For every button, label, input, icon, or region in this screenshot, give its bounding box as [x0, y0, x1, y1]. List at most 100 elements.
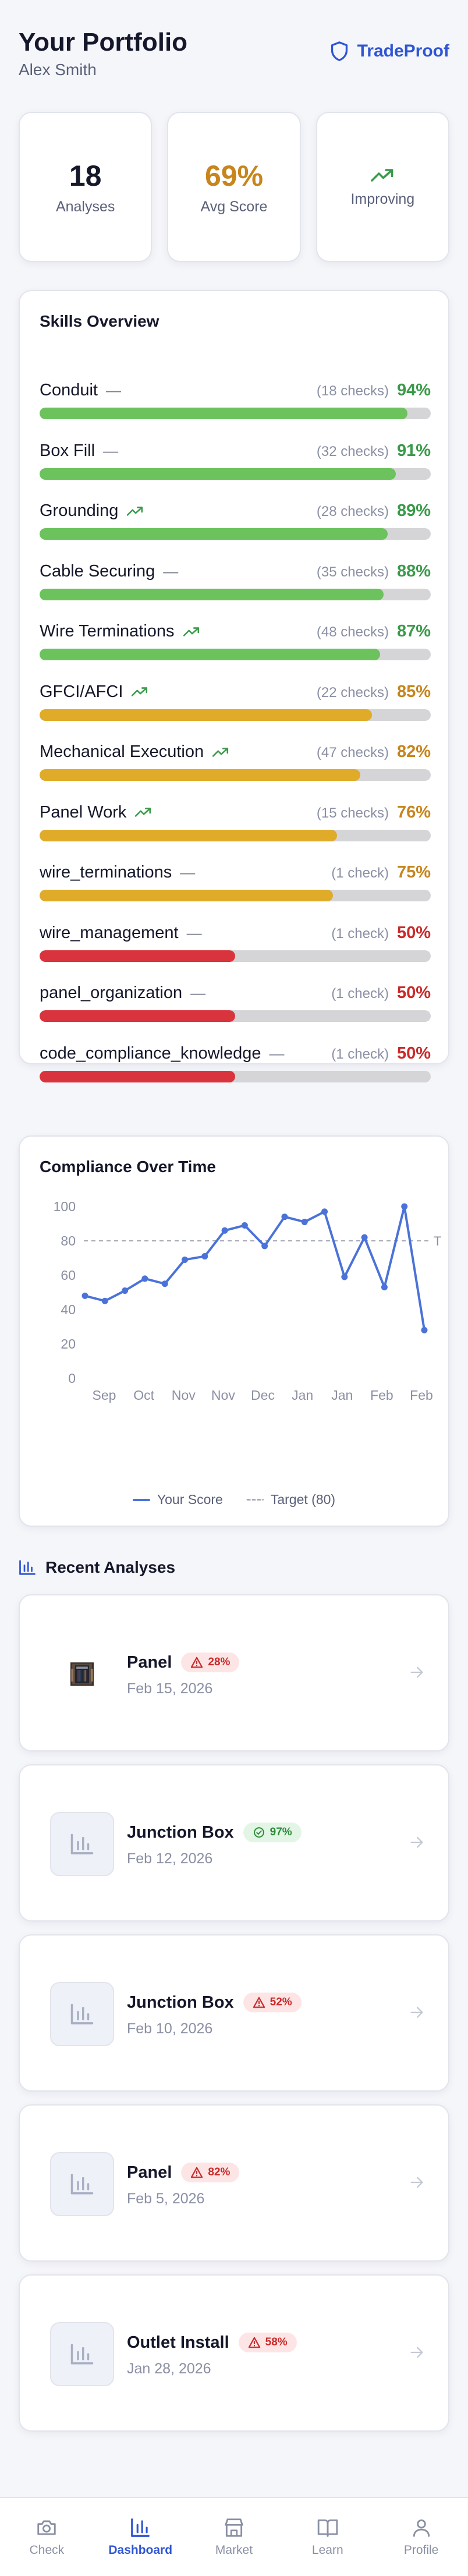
skill-label: wire_terminations	[40, 863, 172, 882]
skill-row[interactable]: Panel Work (15 checks) 76%	[40, 803, 431, 846]
score-badge: 52%	[243, 1993, 302, 2012]
skill-checks: (15 checks)	[316, 805, 389, 821]
skill-name: Panel Work	[40, 803, 152, 822]
skill-checks: (1 check)	[331, 1046, 389, 1062]
data-point	[141, 1275, 148, 1282]
stat-value: 69%	[204, 159, 264, 192]
skill-stats: (18 checks) 94%	[317, 381, 431, 400]
skill-row[interactable]: wire_terminations — (1 check) 75%	[40, 863, 431, 906]
skill-stats: (1 check) 75%	[331, 863, 431, 882]
skill-progress-bar	[40, 408, 431, 419]
nav-check[interactable]: Check	[0, 2498, 94, 2576]
compliance-chart[interactable]: 0 20 40 60 80 100 Sep Oct Nov Nov Dec Jan Jan Feb Feb T	[20, 1183, 448, 1486]
nav-label: Learn	[311, 2543, 343, 2557]
skill-progress-bar	[40, 1070, 431, 1082]
skill-row[interactable]: Grounding (28 checks) 89%	[40, 501, 431, 544]
data-point	[241, 1222, 248, 1229]
nav-learn[interactable]: Learn	[281, 2498, 374, 2576]
skill-percent: 76%	[396, 802, 431, 822]
nav-market[interactable]: Market	[187, 2498, 281, 2576]
y-tick-label: 60	[61, 1268, 76, 1283]
legend-swatch	[246, 1499, 264, 1501]
skill-percent: 50%	[396, 1043, 431, 1063]
analysis-thumbnail	[50, 2322, 114, 2386]
skill-checks: (18 checks)	[316, 383, 389, 399]
y-tick-label: 100	[54, 1199, 76, 1214]
analysis-date: Feb 12, 2026	[127, 1850, 213, 1867]
legend-label: Your Score	[157, 1492, 223, 1507]
score-badge: 82%	[181, 2163, 240, 2182]
trending-up-icon	[183, 626, 200, 638]
legend-item-target: Target (80)	[246, 1492, 335, 1508]
skill-checks: (28 checks)	[316, 504, 389, 519]
data-point	[421, 1326, 428, 1333]
page-title: Your Portfolio	[19, 28, 188, 56]
skill-row[interactable]: Wire Terminations (48 checks) 87%	[40, 622, 431, 665]
skill-row[interactable]: Conduit — (18 checks) 94%	[40, 381, 431, 424]
nav-label: Profile	[403, 2543, 439, 2557]
stat-avg-score[interactable]: 69% Avg Score	[167, 112, 301, 262]
stat-label: Avg Score	[200, 198, 268, 215]
skill-stats: (22 checks) 85%	[317, 682, 431, 702]
data-point	[261, 1243, 268, 1250]
analysis-card[interactable]: Junction Box 52% Feb 10, 2026	[19, 1934, 449, 2092]
skill-row[interactable]: Mechanical Execution (47 checks) 82%	[40, 742, 431, 785]
stat-label: Improving	[350, 190, 415, 207]
y-tick-label: 40	[61, 1302, 76, 1317]
analysis-name: Panel	[127, 1653, 172, 1672]
skill-row[interactable]: GFCI/AFCI (22 checks) 85%	[40, 682, 431, 726]
data-point	[321, 1208, 328, 1215]
compliance-chart-card: Compliance Over Time 0 20 40 60 80 100 Sep Oct N…	[19, 1135, 449, 1527]
recent-title: Recent Analyses	[45, 1558, 176, 1576]
trending-up-icon	[134, 806, 152, 818]
analysis-title: Junction Box 52%	[127, 1993, 302, 2012]
stat-trend[interactable]: Improving	[315, 112, 449, 262]
nav-dashboard[interactable]: Dashboard	[94, 2498, 187, 2576]
data-point	[301, 1219, 308, 1226]
skill-row[interactable]: Cable Securing — (35 checks) 88%	[40, 562, 431, 605]
skill-row[interactable]: code_compliance_knowledge — (1 check) 50%	[40, 1044, 431, 1087]
warning-icon	[253, 1997, 265, 2008]
legend-label: Target (80)	[270, 1492, 336, 1507]
skill-row[interactable]: wire_management — (1 check) 50%	[40, 923, 431, 967]
trending-up-icon	[126, 505, 144, 517]
analysis-card[interactable]: Junction Box 97% Feb 12, 2026	[19, 1764, 449, 1922]
x-tick-label: Jan	[331, 1388, 353, 1403]
score-line	[84, 1205, 426, 1332]
skill-progress-bar	[40, 829, 431, 841]
data-point	[281, 1213, 288, 1220]
skill-name: Box Fill —	[40, 441, 118, 461]
arrow-right-icon	[410, 1666, 423, 1678]
brand-logo[interactable]: TradeProof	[329, 41, 449, 62]
skill-row[interactable]: panel_organization — (1 check) 50%	[40, 983, 431, 1027]
skill-checks: (1 check)	[331, 865, 389, 881]
skill-progress-fill	[40, 528, 388, 540]
score-badge-value: 97%	[270, 1826, 292, 1838]
stat-label: Analyses	[55, 198, 115, 215]
analysis-card[interactable]: Panel 28% Feb 15, 2026	[19, 1594, 449, 1751]
chart-title: Compliance Over Time	[40, 1158, 216, 1176]
skills-overview-card: Skills Overview Conduit — (18 checks) 94% Bo…	[19, 290, 449, 1082]
analysis-thumbnail	[50, 1812, 114, 1876]
flat-trend-icon: —	[190, 984, 206, 1002]
chart-icon	[70, 2174, 94, 2195]
score-badge-value: 52%	[270, 1996, 292, 2008]
analysis-card[interactable]: Outlet Install 58% Jan 28, 2026	[19, 2274, 449, 2432]
analysis-title: Panel 82%	[127, 2163, 240, 2182]
skill-row[interactable]: Box Fill — (32 checks) 91%	[40, 441, 431, 484]
book-icon	[317, 2519, 338, 2537]
skill-label: Grounding	[40, 501, 119, 520]
score-badge: 97%	[243, 1823, 302, 1842]
stat-analyses[interactable]: 18 Analyses	[19, 112, 153, 262]
skill-label: GFCI/AFCI	[40, 682, 123, 701]
analysis-card[interactable]: Panel 82% Feb 5, 2026	[19, 2104, 449, 2262]
skill-progress-bar	[40, 528, 431, 540]
bottom-nav: Check Dashboard Market Learn Profile	[0, 2497, 468, 2576]
skill-label: panel_organization	[40, 983, 183, 1002]
nav-profile[interactable]: Profile	[374, 2498, 468, 2576]
x-tick-label: Feb	[410, 1388, 433, 1403]
warning-icon	[248, 2337, 260, 2348]
recent-analyses-heading: Recent Analyses	[19, 1558, 175, 1577]
analysis-name: Junction Box	[127, 1993, 234, 2012]
skill-name: Conduit —	[40, 381, 121, 400]
